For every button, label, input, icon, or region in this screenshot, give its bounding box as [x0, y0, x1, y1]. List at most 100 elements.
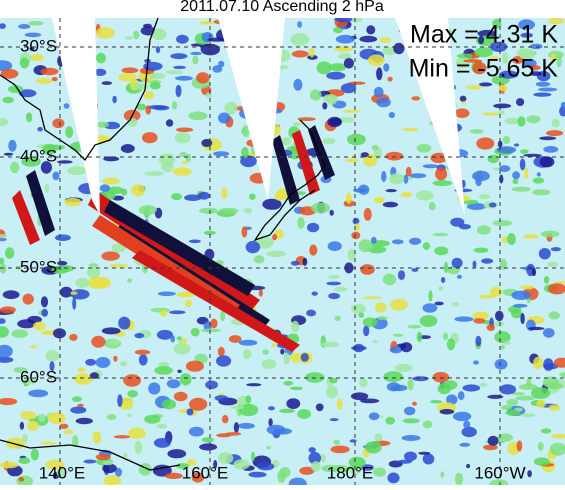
field-blob	[452, 258, 463, 268]
field-blob	[488, 436, 499, 446]
field-blob	[392, 239, 404, 244]
field-blob	[543, 328, 555, 338]
field-blob	[77, 404, 84, 407]
field-blob	[433, 372, 450, 383]
field-blob	[262, 349, 269, 354]
field-blob	[306, 310, 316, 317]
field-blob	[57, 160, 73, 163]
field-blob	[351, 392, 368, 400]
map-title: 2011.07.10 Ascending 2 hPa	[180, 0, 384, 15]
field-blob	[523, 154, 542, 157]
field-blob	[239, 340, 258, 346]
field-blob	[216, 433, 231, 437]
field-blob	[387, 382, 401, 391]
field-blob	[127, 279, 132, 283]
field-blob	[479, 82, 492, 86]
field-blob	[174, 343, 191, 354]
field-blob	[457, 275, 462, 279]
field-blob	[108, 340, 120, 345]
field-blob	[466, 464, 470, 468]
field-blob	[539, 136, 556, 140]
field-blob	[166, 119, 173, 126]
field-blob	[344, 58, 354, 69]
field-blob	[472, 171, 490, 181]
field-blob	[199, 208, 218, 214]
field-blob	[515, 396, 535, 401]
field-blob	[497, 434, 513, 442]
field-blob	[64, 198, 81, 207]
field-blob	[57, 261, 67, 266]
field-blob	[417, 332, 423, 343]
field-blob	[440, 409, 455, 415]
field-blob	[20, 58, 29, 69]
field-blob	[516, 98, 524, 106]
field-blob	[291, 33, 310, 46]
latitude-label: 60°S	[20, 367, 57, 386]
field-blob	[523, 234, 539, 238]
field-blob	[333, 440, 339, 445]
field-blob	[514, 143, 519, 146]
field-blob	[0, 264, 7, 274]
field-blob	[334, 17, 352, 23]
field-blob	[188, 111, 207, 120]
field-blob	[363, 296, 381, 299]
field-blob	[512, 187, 531, 192]
field-blob	[460, 96, 467, 102]
field-blob	[452, 302, 459, 306]
field-blob	[3, 97, 14, 104]
field-blob	[118, 73, 136, 82]
field-blob	[158, 292, 176, 297]
field-blob	[292, 50, 309, 57]
field-blob	[407, 325, 421, 329]
field-blob	[175, 132, 191, 143]
field-blob	[463, 384, 481, 391]
field-blob	[513, 179, 519, 184]
field-blob	[447, 338, 455, 350]
field-blob	[311, 461, 321, 471]
field-blob	[267, 425, 286, 435]
field-blob	[41, 68, 59, 75]
field-blob	[230, 406, 244, 409]
field-blob	[165, 473, 183, 479]
field-blob	[251, 452, 255, 462]
field-blob	[135, 350, 150, 355]
field-blob	[546, 130, 563, 136]
field-blob	[175, 76, 193, 81]
field-blob	[135, 441, 143, 454]
field-blob	[154, 438, 171, 448]
field-blob	[527, 470, 532, 477]
field-blob	[462, 101, 466, 105]
field-blob	[350, 439, 357, 442]
field-blob	[0, 462, 19, 469]
field-blob	[374, 87, 384, 97]
field-blob	[423, 164, 439, 168]
field-blob	[262, 359, 277, 369]
field-blob	[291, 261, 300, 266]
field-blob	[524, 167, 528, 178]
field-blob	[455, 473, 463, 485]
field-blob	[543, 146, 558, 153]
field-blob	[481, 258, 493, 263]
field-blob	[487, 395, 503, 399]
longitude-label: 180°E	[327, 463, 374, 482]
field-blob	[72, 396, 82, 402]
field-blob	[76, 278, 90, 288]
field-blob	[533, 178, 544, 184]
field-blob	[303, 258, 308, 266]
field-blob	[131, 184, 145, 196]
field-blob	[475, 336, 481, 347]
field-blob	[148, 382, 160, 394]
field-blob	[489, 203, 497, 208]
field-blob	[501, 405, 512, 410]
field-blob	[320, 342, 339, 348]
field-blob	[441, 277, 445, 283]
field-blob	[166, 70, 183, 74]
field-blob	[218, 452, 234, 464]
field-blob	[536, 400, 545, 408]
field-blob	[390, 299, 408, 311]
field-blob	[187, 408, 194, 415]
field-blob	[479, 194, 491, 199]
field-blob	[177, 370, 181, 373]
field-blob	[200, 21, 214, 25]
field-blob	[473, 360, 479, 364]
